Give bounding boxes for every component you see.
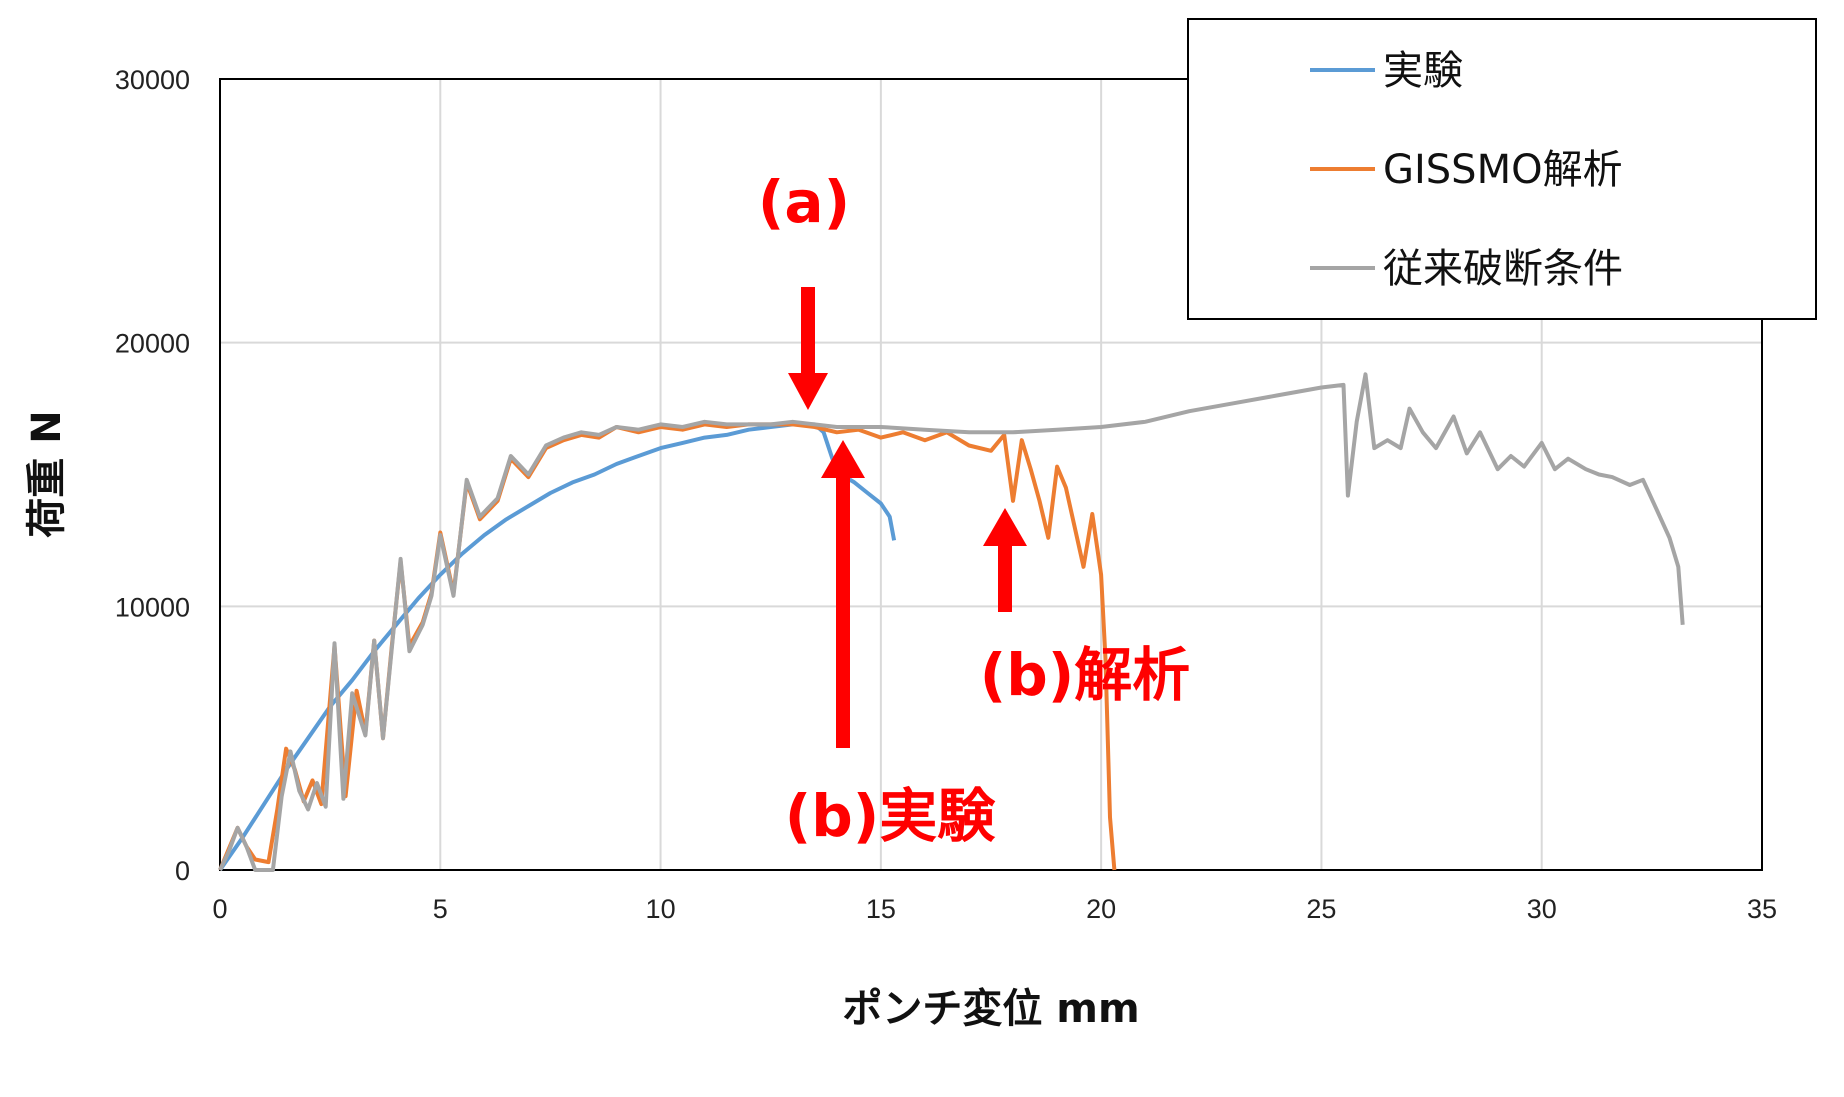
- y-tick-label: 30000: [115, 65, 190, 95]
- annotation-a-arrow-head: [788, 373, 828, 410]
- y-axis-title: 荷重 N: [24, 410, 70, 537]
- x-tick-label: 25: [1306, 894, 1336, 924]
- annotation-a: (a): [758, 168, 850, 410]
- x-axis-title: ポンチ変位 mm: [842, 986, 1139, 1032]
- series-line-従来破断条件: [218, 372, 1685, 872]
- legend: 実験 GISSMO解析 従来破断条件: [1187, 18, 1817, 320]
- annotation-b-analysis-arrow-shaft: [998, 546, 1012, 612]
- x-axis-ticks: 0 5 10 15 20 25 30 35: [212, 894, 1777, 924]
- annotation-b-analysis: (b)解析: [980, 508, 1191, 709]
- legend-label-従来破断条件: 従来破断条件: [1383, 246, 1623, 292]
- legend-label-GISSMO解析: GISSMO解析: [1383, 147, 1623, 193]
- y-tick-label: 20000: [115, 329, 190, 359]
- x-tick-label: 15: [866, 894, 896, 924]
- annotation-b-analysis-label: (b)解析: [980, 641, 1191, 709]
- annotation-b-analysis-arrow-head: [983, 508, 1027, 546]
- annotation-a-arrow-shaft: [801, 287, 815, 373]
- legend-label-実験: 実験: [1383, 48, 1463, 94]
- series-line-GISSMO解析: [218, 422, 1117, 871]
- x-tick-label: 5: [433, 894, 448, 924]
- y-tick-label: 0: [175, 856, 190, 886]
- x-tick-label: 0: [212, 894, 227, 924]
- x-tick-label: 30: [1527, 894, 1557, 924]
- legend-box: [1187, 18, 1817, 320]
- annotation-a-label: (a): [758, 168, 850, 236]
- annotation-b-experiment-arrow-head: [821, 440, 865, 478]
- plot-frame: [219, 78, 1763, 871]
- x-tick-label: 10: [646, 894, 676, 924]
- annotation-b-experiment: (b)実験: [785, 440, 997, 850]
- annotation-b-experiment-arrow-shaft: [836, 478, 850, 748]
- annotation-b-experiment-label: (b)実験: [785, 782, 997, 850]
- y-axis-ticks: 0 10000 20000 30000: [115, 65, 190, 886]
- x-tick-label: 35: [1747, 894, 1777, 924]
- x-tick-label: 20: [1086, 894, 1116, 924]
- y-tick-label: 10000: [115, 592, 190, 622]
